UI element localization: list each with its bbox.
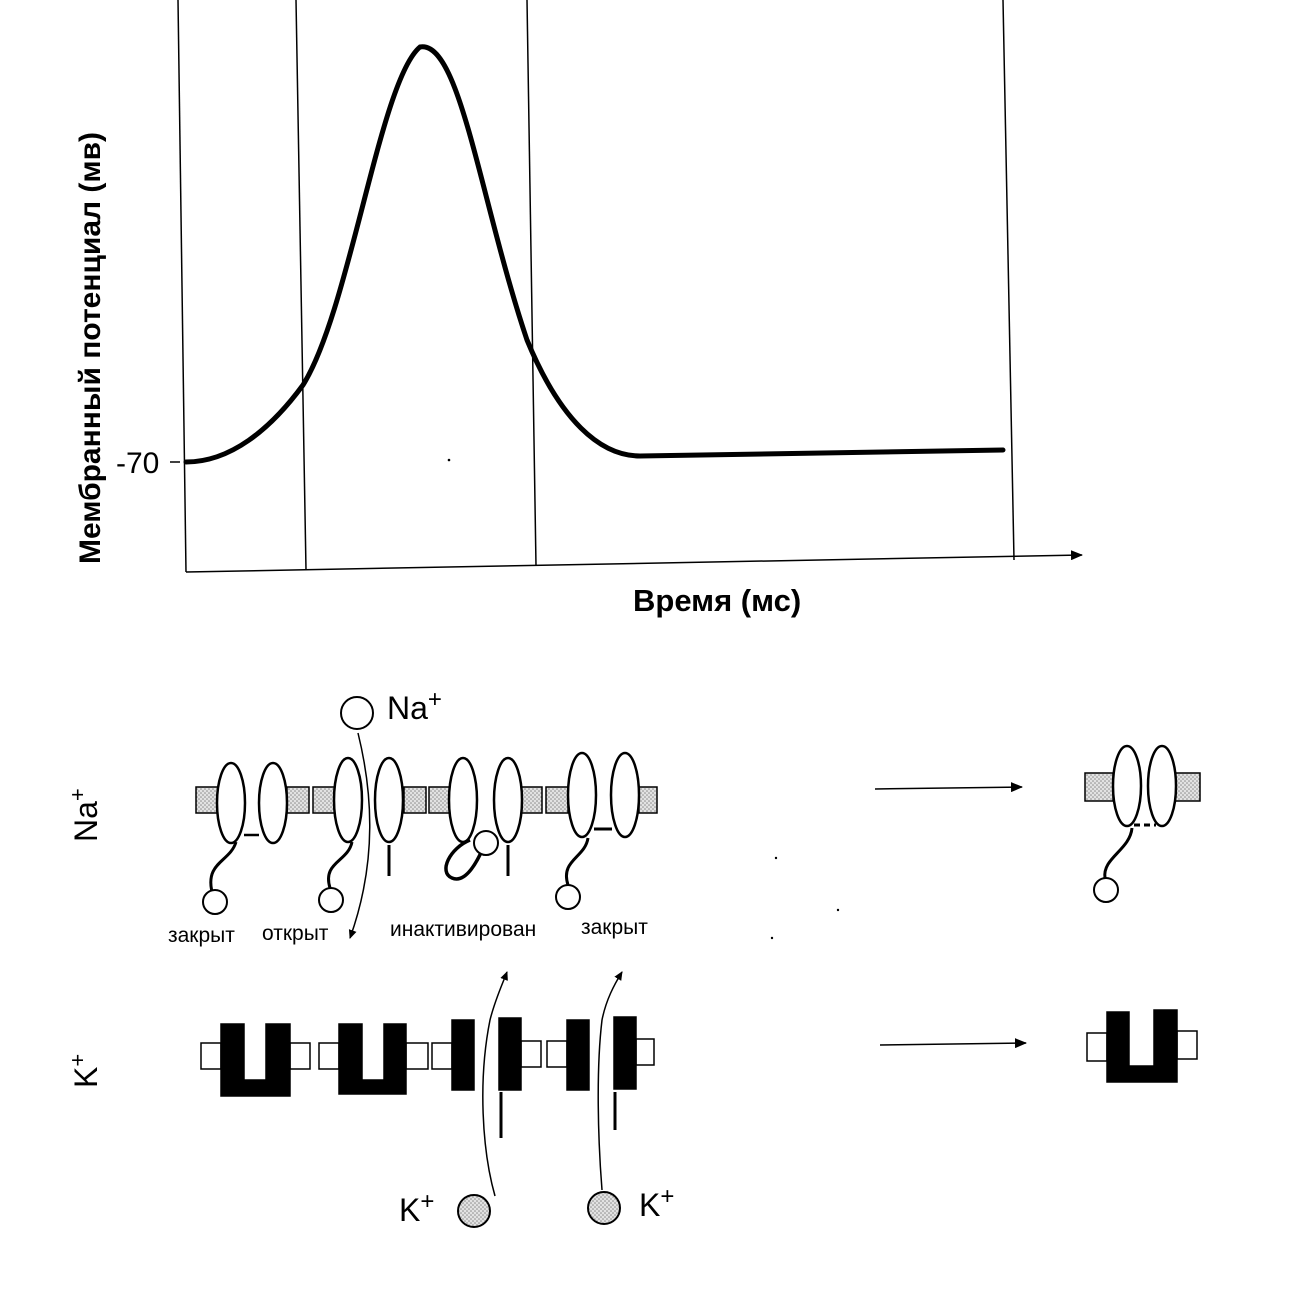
phase-line-2 xyxy=(526,0,537,567)
row-label-na-text: Na xyxy=(68,801,104,842)
na-channel-final xyxy=(1084,744,1201,903)
row-label-k: K+ xyxy=(65,1054,104,1088)
speck xyxy=(836,908,840,912)
k-transition-arrow xyxy=(879,1038,1027,1049)
phase-line-1 xyxy=(295,0,307,571)
na-channel-inactivated xyxy=(444,756,524,881)
na-channel-closed-2 xyxy=(555,751,641,910)
k-membrane-segment xyxy=(318,1042,340,1070)
k-membrane-segment xyxy=(520,1040,542,1068)
na-membrane-segment xyxy=(312,786,336,814)
k-channel-closed xyxy=(220,1023,291,1097)
action-potential-curve xyxy=(183,44,1006,465)
k-membrane-segment xyxy=(431,1042,453,1070)
na-ion: Na+ xyxy=(340,686,442,730)
k-membrane-segment xyxy=(635,1038,655,1066)
row-label-na: Na+ xyxy=(65,788,104,842)
k-channel-final xyxy=(1086,1009,1198,1083)
phase-line-3 xyxy=(1002,0,1015,561)
row-label-k-sup: + xyxy=(65,1054,90,1067)
speck xyxy=(774,856,778,860)
na-state-label-closed: закрыт xyxy=(168,924,235,947)
k-ion-sup: + xyxy=(420,1188,434,1215)
na-ion-sup: + xyxy=(428,686,442,713)
na-membrane-segment xyxy=(519,786,543,814)
speck xyxy=(447,458,451,462)
na-state-label-inactivated: инактивирован xyxy=(390,918,536,941)
na-ion-circle xyxy=(340,696,374,730)
k-ion-label: K+ xyxy=(639,1183,674,1223)
k-channel-open xyxy=(451,971,522,1197)
k-membrane-segment xyxy=(546,1040,568,1068)
k-membrane-segment xyxy=(200,1042,222,1070)
na-membrane-segment xyxy=(428,786,452,814)
na-membrane-segment xyxy=(195,786,219,814)
na-state-label-closed-2: закрыт xyxy=(581,916,648,939)
k-ion-circle xyxy=(457,1194,491,1228)
y-tick-label: -70 xyxy=(116,447,159,480)
na-membrane-segment xyxy=(403,786,427,814)
k-channel-closed-2 xyxy=(338,1023,407,1095)
k-ion-label: K+ xyxy=(399,1188,434,1228)
speck xyxy=(770,936,774,940)
k-ion-1: K+ xyxy=(399,1188,491,1228)
na-ion-label: Na+ xyxy=(387,686,442,726)
potential-plot: -70 Мембранный потенциал (мв) Время (мс) xyxy=(74,0,1083,618)
y-axis xyxy=(177,0,187,573)
row-label-k-text: K xyxy=(68,1067,104,1088)
k-membrane-segment xyxy=(405,1042,429,1070)
k-channel-open-2 xyxy=(566,971,637,1191)
na-channel-row xyxy=(195,732,1201,939)
na-state-label-open: открыт xyxy=(262,922,329,945)
na-membrane-segment xyxy=(545,786,569,814)
y-axis-label: Мембранный потенциал (мв) xyxy=(74,132,107,564)
k-ion-text: K xyxy=(639,1187,660,1223)
na-membrane-segment xyxy=(638,786,658,814)
k-channel-row xyxy=(200,971,1198,1197)
x-axis-label: Время (мс) xyxy=(633,583,801,618)
na-membrane-segment xyxy=(286,786,310,814)
na-ion-text: Na xyxy=(387,690,428,726)
k-ion-circle xyxy=(587,1191,621,1225)
k-membrane-segment xyxy=(289,1042,311,1070)
k-ion-text: K xyxy=(399,1192,420,1228)
row-label-na-sup: + xyxy=(65,788,90,801)
na-channel-closed xyxy=(202,761,289,915)
k-ion-sup: + xyxy=(660,1183,674,1210)
na-channel-open xyxy=(318,732,405,939)
na-transition-arrow xyxy=(874,782,1023,793)
x-axis xyxy=(185,550,1083,573)
k-ion-2: K+ xyxy=(587,1183,674,1225)
